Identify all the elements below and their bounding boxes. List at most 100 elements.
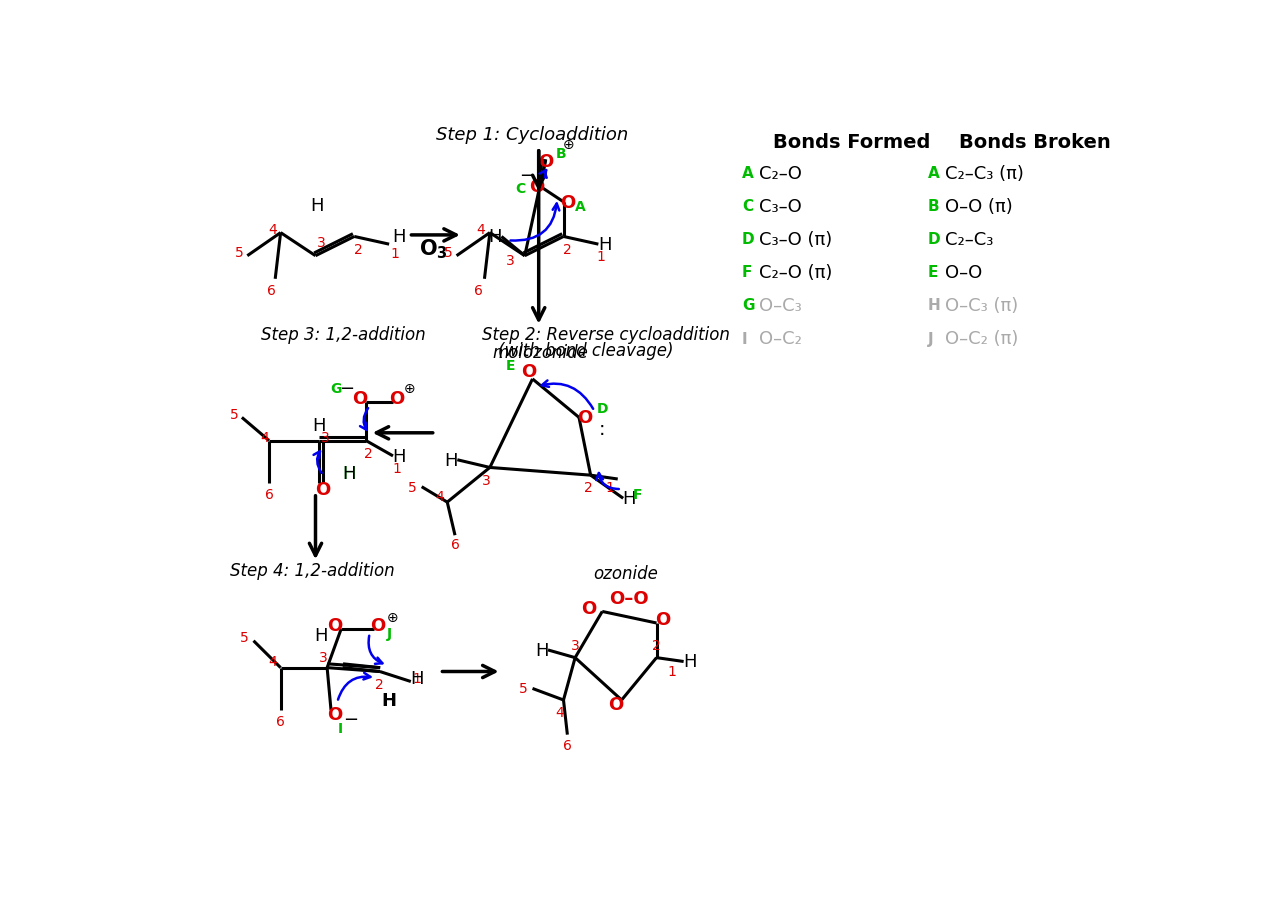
- Text: 2: 2: [652, 639, 661, 652]
- Text: O: O: [316, 481, 331, 498]
- Text: O: O: [580, 599, 596, 617]
- Text: Step 3: 1,2-addition: Step 3: 1,2-addition: [261, 326, 426, 344]
- Text: H: H: [623, 490, 636, 507]
- Text: B: B: [556, 147, 566, 161]
- Text: O: O: [529, 178, 544, 196]
- Text: 3: 3: [321, 430, 330, 444]
- Text: 6: 6: [267, 283, 276, 297]
- Text: molozonide: molozonide: [492, 344, 588, 361]
- Text: G: G: [742, 298, 754, 313]
- Text: H: H: [315, 627, 327, 644]
- Text: C₃–O (π): C₃–O (π): [759, 231, 832, 248]
- Text: C₂–C₃: C₂–C₃: [945, 231, 994, 248]
- Text: O–C₃ (π): O–C₃ (π): [945, 297, 1018, 314]
- Text: −: −: [339, 380, 354, 398]
- Text: H: H: [312, 416, 326, 435]
- Text: 2: 2: [375, 677, 384, 691]
- Text: 2: 2: [354, 243, 362, 256]
- FancyArrowPatch shape: [539, 171, 547, 178]
- Text: 1: 1: [390, 247, 399, 261]
- Text: O: O: [370, 617, 385, 635]
- Text: 1: 1: [668, 664, 677, 679]
- Text: 1: 1: [393, 461, 402, 476]
- Text: O: O: [327, 705, 343, 723]
- Text: Bonds Formed: Bonds Formed: [773, 133, 930, 152]
- Text: J: J: [928, 331, 933, 346]
- Text: 5: 5: [235, 245, 244, 259]
- Text: O–O: O–O: [945, 264, 982, 281]
- Text: O: O: [578, 409, 593, 427]
- Text: 3: 3: [482, 473, 490, 487]
- Text: −: −: [519, 166, 534, 185]
- Text: O: O: [538, 153, 553, 171]
- Text: J: J: [386, 627, 392, 641]
- Text: O: O: [389, 390, 404, 408]
- Text: 5: 5: [240, 630, 249, 644]
- Text: I: I: [338, 721, 343, 736]
- Text: Step 4: 1,2-addition: Step 4: 1,2-addition: [230, 562, 395, 579]
- Text: 6: 6: [276, 714, 285, 728]
- Text: H: H: [381, 691, 397, 709]
- Text: O: O: [655, 610, 670, 629]
- Text: D: D: [928, 232, 940, 247]
- Text: Step 1: Cycloaddition: Step 1: Cycloaddition: [437, 126, 629, 144]
- FancyArrowPatch shape: [338, 673, 370, 700]
- Text: −: −: [343, 710, 358, 729]
- Text: O–O (π): O–O (π): [945, 198, 1013, 215]
- Text: H: H: [598, 236, 611, 254]
- Text: ⊕: ⊕: [404, 381, 416, 396]
- FancyArrowPatch shape: [542, 381, 593, 409]
- Text: 3: 3: [506, 254, 515, 267]
- Text: 3: 3: [571, 639, 579, 652]
- Text: 4: 4: [268, 222, 277, 236]
- Text: C: C: [516, 182, 526, 196]
- Text: H: H: [928, 298, 940, 313]
- Text: G: G: [331, 381, 342, 396]
- Text: I: I: [742, 331, 747, 346]
- Text: E: E: [928, 265, 939, 280]
- Text: $\mathbf{O_3}$: $\mathbf{O_3}$: [419, 237, 448, 260]
- Text: D: D: [597, 402, 609, 415]
- FancyArrowPatch shape: [596, 473, 619, 490]
- Text: 3: 3: [317, 235, 326, 250]
- FancyArrowPatch shape: [511, 204, 560, 242]
- FancyArrowPatch shape: [360, 409, 369, 430]
- Text: H: H: [393, 448, 406, 465]
- Text: H: H: [444, 451, 458, 470]
- Text: Bonds Broken: Bonds Broken: [959, 133, 1111, 152]
- Text: 1: 1: [412, 671, 421, 685]
- Text: 3: 3: [318, 650, 327, 664]
- Text: C: C: [742, 199, 752, 214]
- Text: O: O: [521, 363, 537, 380]
- Text: ⊕: ⊕: [564, 138, 575, 152]
- Text: H: H: [393, 228, 406, 246]
- Text: O–C₂ (π): O–C₂ (π): [945, 330, 1018, 347]
- Text: C₂–O (π): C₂–O (π): [759, 264, 832, 281]
- Text: O–C₂: O–C₂: [759, 330, 801, 347]
- Text: ⊕: ⊕: [388, 610, 399, 624]
- Text: H: H: [411, 669, 424, 686]
- Text: ozonide: ozonide: [593, 564, 657, 583]
- Text: 4: 4: [261, 430, 270, 444]
- Text: A: A: [928, 165, 940, 181]
- Text: 6: 6: [474, 283, 483, 297]
- Text: 4: 4: [476, 222, 485, 236]
- Text: C₂–O: C₂–O: [759, 165, 801, 182]
- Text: 2: 2: [363, 447, 372, 460]
- Text: B: B: [928, 199, 940, 214]
- Text: 4: 4: [435, 490, 444, 504]
- Text: 5: 5: [519, 682, 528, 696]
- Text: 5: 5: [230, 407, 239, 421]
- Text: D: D: [742, 232, 755, 247]
- Text: H: H: [311, 197, 324, 215]
- Text: H: H: [342, 464, 356, 482]
- Text: 1: 1: [606, 481, 615, 495]
- Text: 1: 1: [596, 250, 605, 264]
- Text: E: E: [506, 358, 516, 372]
- Text: 6: 6: [265, 487, 273, 501]
- Text: O–O: O–O: [610, 589, 650, 607]
- Text: 5: 5: [408, 480, 417, 494]
- Text: H: H: [342, 464, 356, 482]
- FancyArrowPatch shape: [313, 452, 321, 473]
- Text: F: F: [742, 265, 752, 280]
